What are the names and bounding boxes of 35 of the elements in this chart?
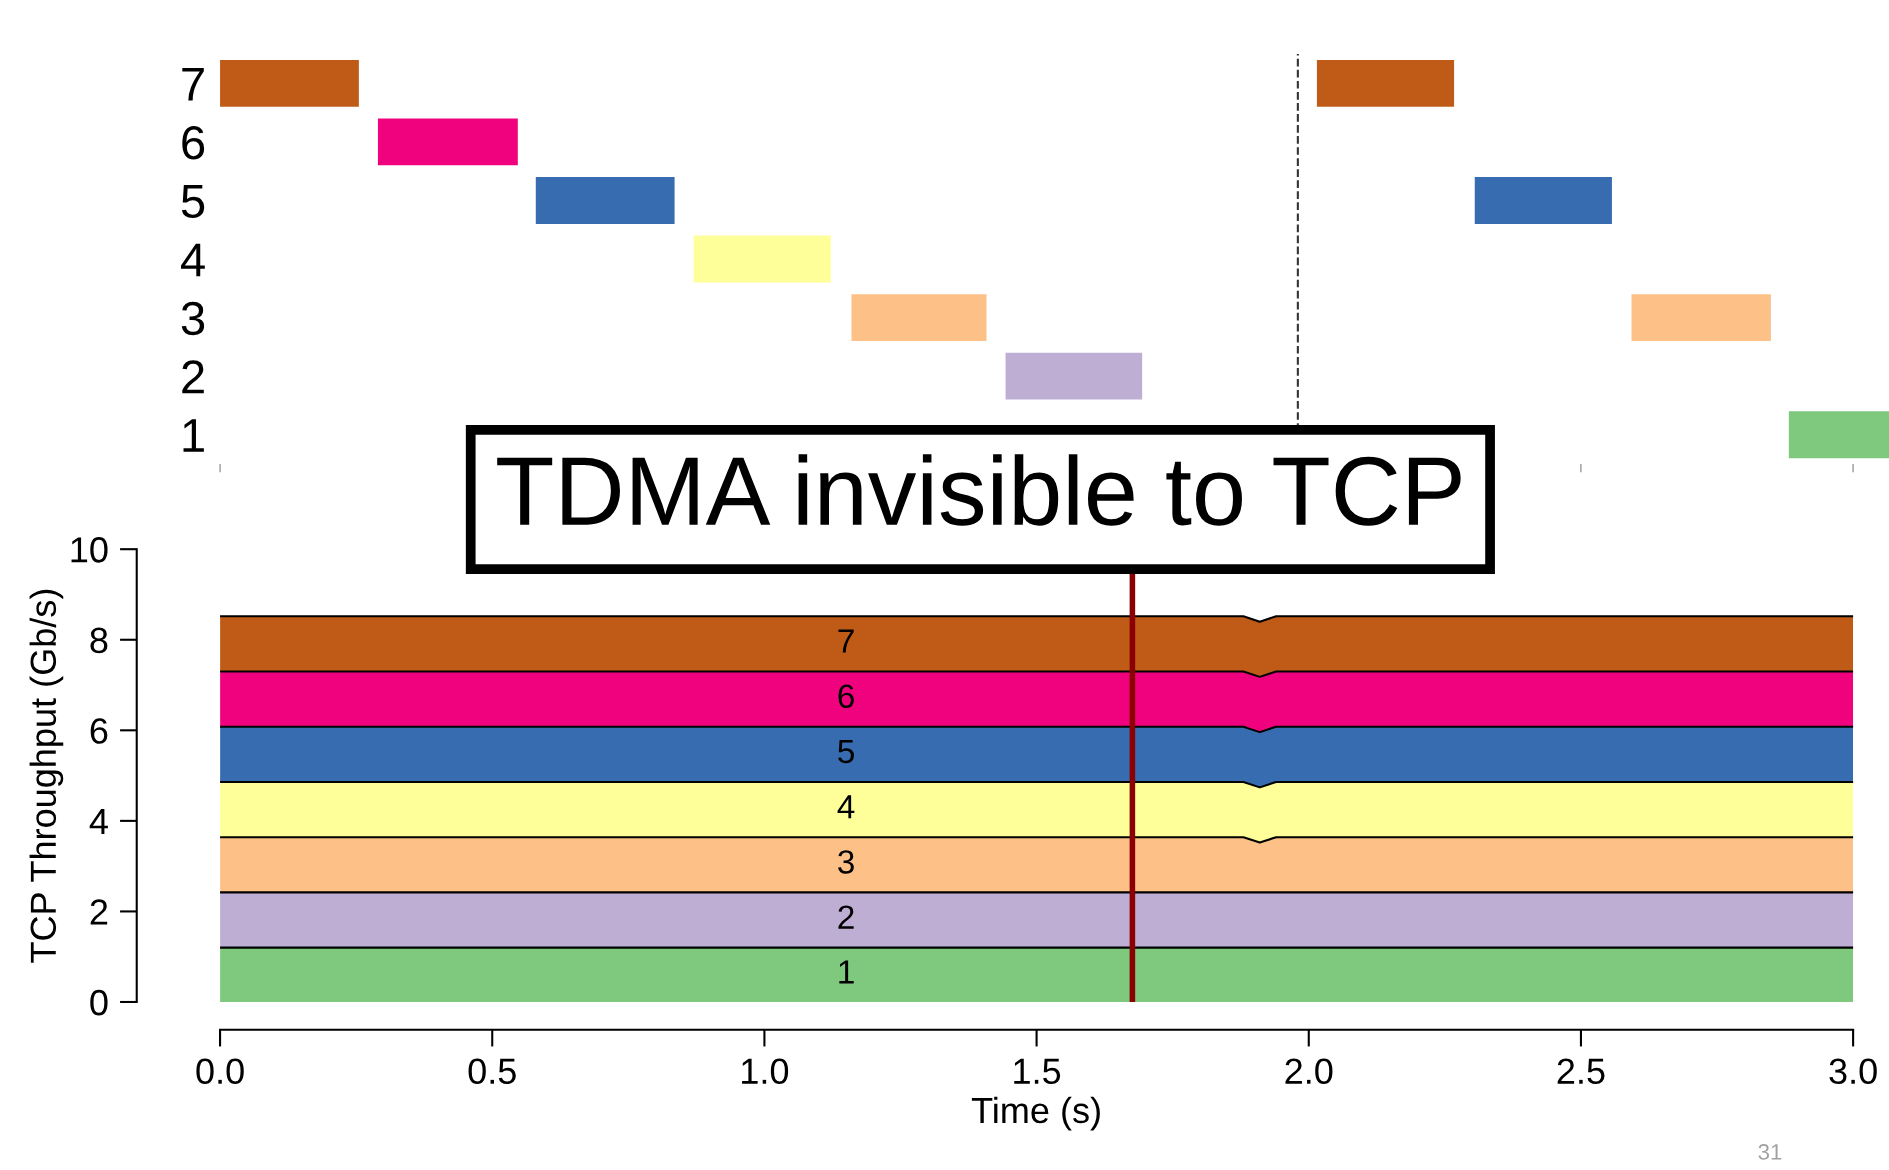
- bar: [1005, 352, 1143, 400]
- series-label: 1: [839, 960, 854, 984]
- y-tick-label: 10: [71, 537, 108, 563]
- text: 31: [1758, 1144, 1782, 1160]
- series-label: 3: [838, 850, 854, 874]
- x-tick-label: 0.5: [468, 1058, 516, 1085]
- series-label: 5: [838, 740, 854, 764]
- y-tick-label: 2: [182, 360, 204, 394]
- x-tick-label: 2.5: [1557, 1058, 1605, 1085]
- series-label: 6: [838, 684, 854, 709]
- x-tick-label: 3.0: [1829, 1058, 1877, 1085]
- x-tick-label: 1.5: [1014, 1058, 1061, 1085]
- annotation: TDMA invisible to TCP: [497, 454, 1461, 526]
- x-tick-label: 0.0: [196, 1058, 244, 1085]
- y-tick-label: 6: [182, 126, 205, 160]
- series-label: 7: [838, 629, 854, 653]
- y-tick-label: 6: [90, 718, 108, 744]
- y-tick-label: 4: [181, 243, 205, 277]
- y-tick-label: 3: [181, 301, 205, 336]
- bar: [377, 118, 518, 166]
- y-tick-label: 1: [183, 419, 204, 452]
- x-tick-label: 2.0: [1285, 1058, 1333, 1085]
- y-tick-label: 4: [89, 809, 108, 834]
- x-axis-title: Time (s): [971, 1096, 1100, 1131]
- y-tick-label: 8: [90, 627, 108, 654]
- y-axis-title: TCP Throughput (Gb/s): [29, 589, 64, 963]
- bar: [693, 235, 831, 283]
- series-label: 2: [838, 905, 854, 929]
- y-tick-label: 2: [90, 899, 108, 925]
- y-tick-label: 7: [182, 67, 204, 101]
- y-tick-label: 5: [181, 185, 205, 219]
- bar: [1788, 411, 1889, 459]
- series-label: 4: [837, 795, 855, 819]
- x-tick-label: 1.0: [742, 1058, 789, 1085]
- y-tick-label: 0: [90, 989, 108, 1016]
